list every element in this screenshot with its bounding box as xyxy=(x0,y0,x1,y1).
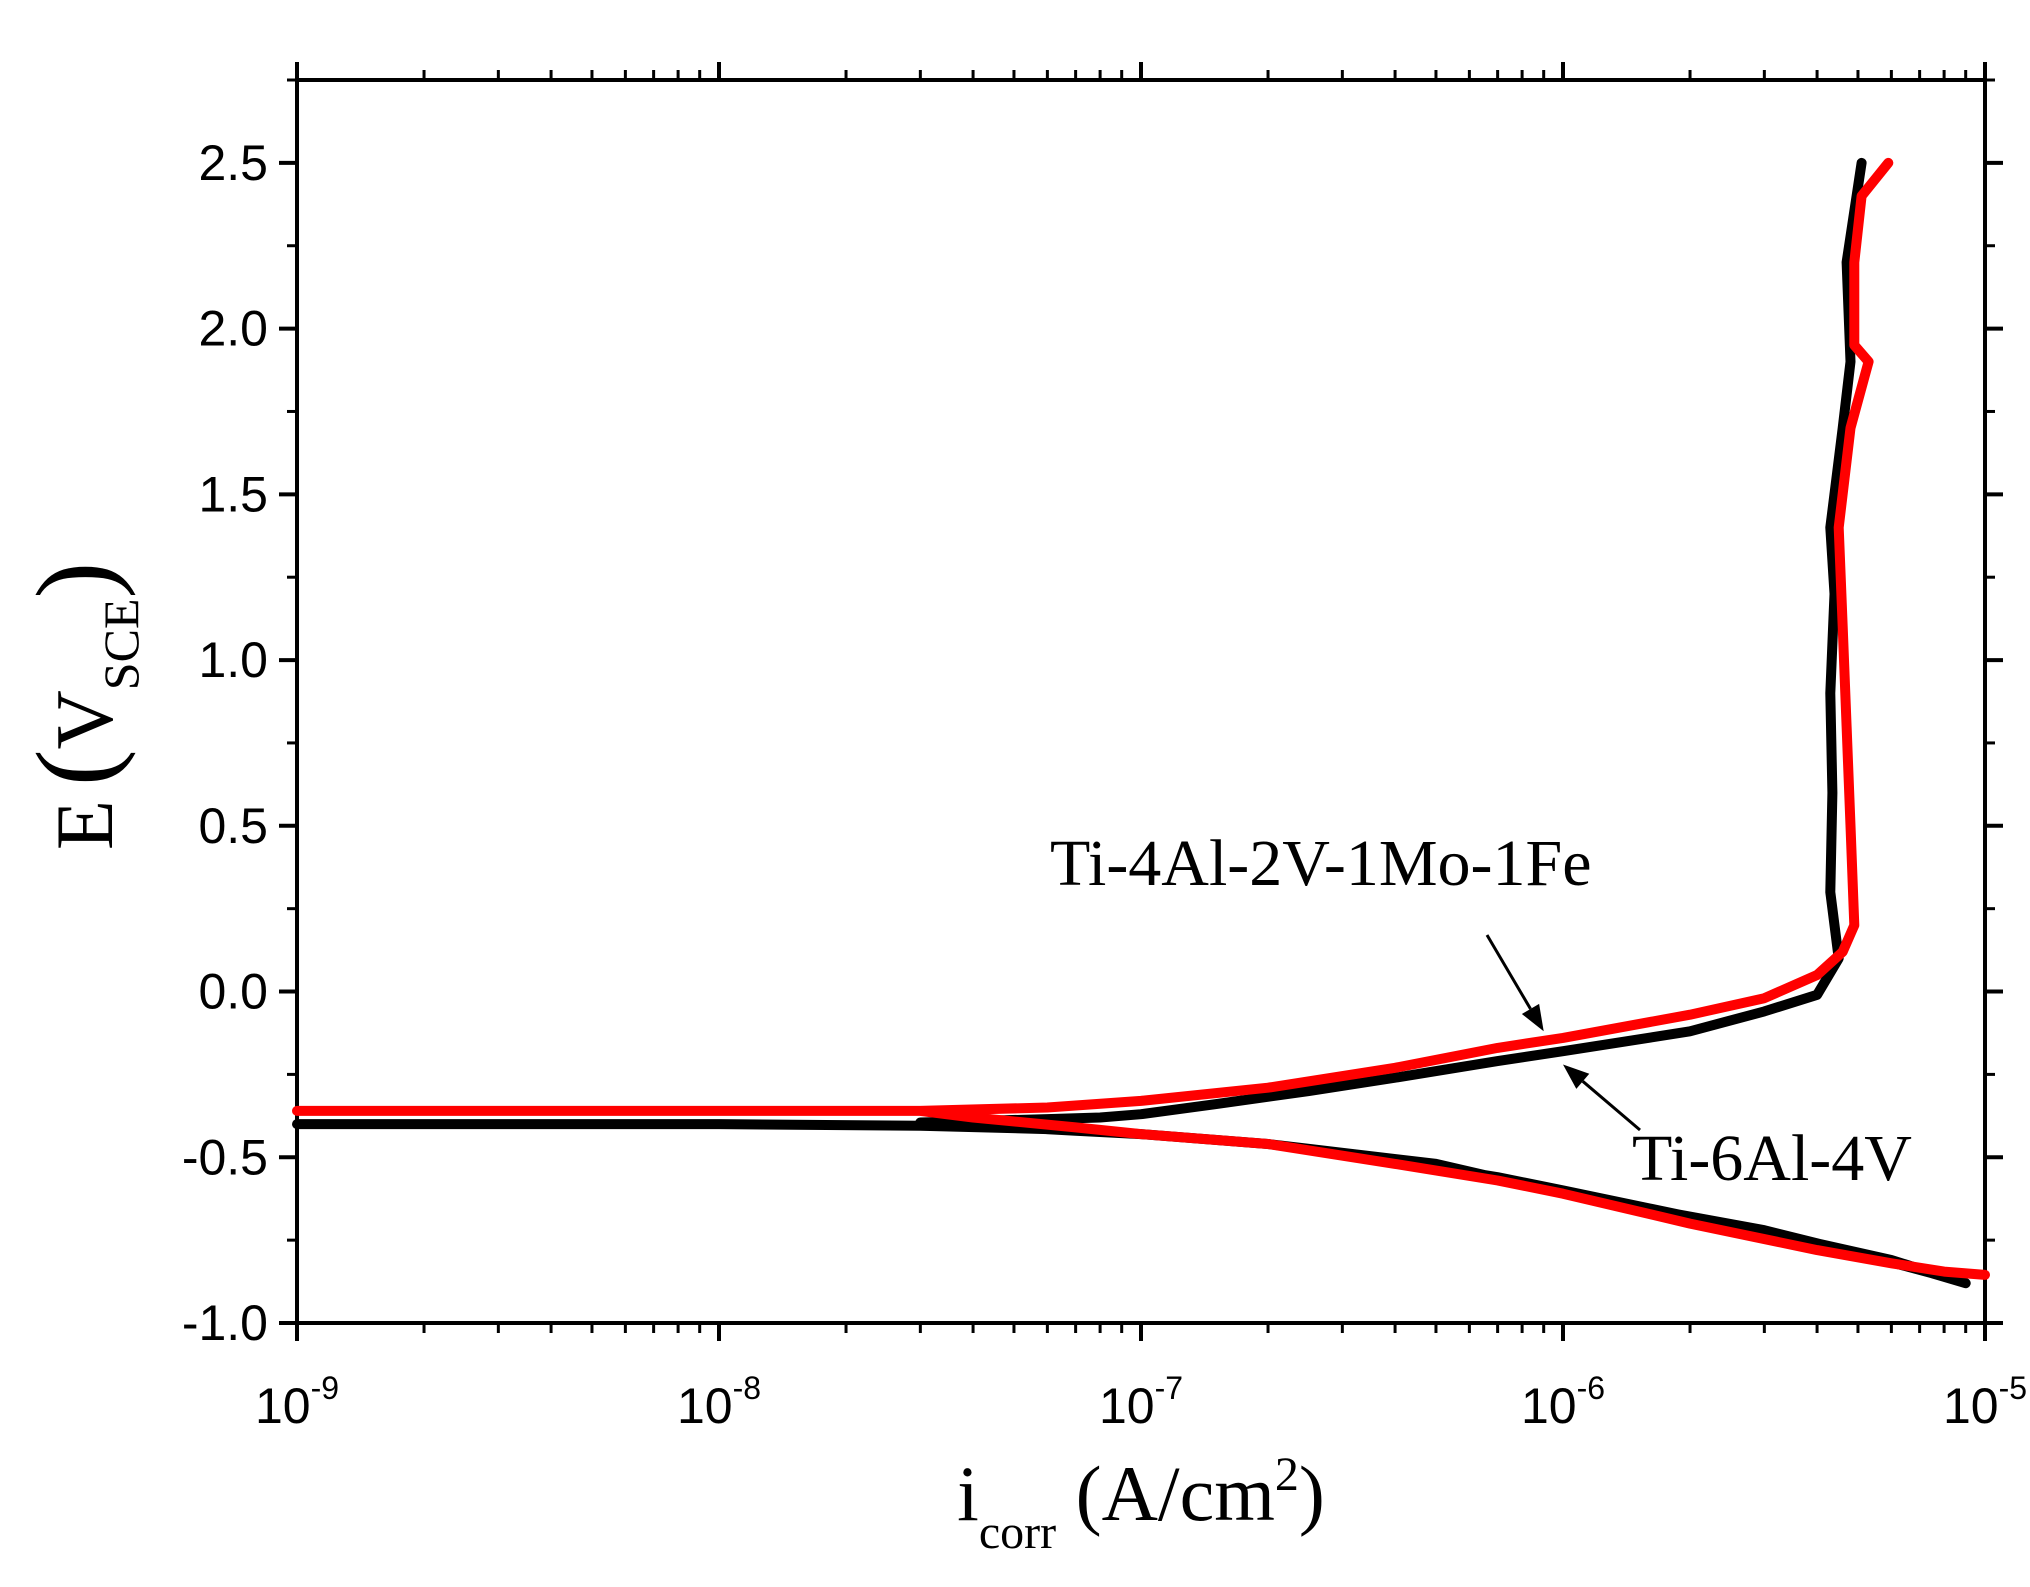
y-axis-label-open: ( xyxy=(14,749,136,786)
x-axis-label-sub: corr xyxy=(979,1506,1056,1559)
x-tick-label: 10-5 xyxy=(1943,1370,2027,1434)
x-tick-label-base: 10 xyxy=(1521,1378,1577,1434)
x-axis-label: icorr (A/cm2) xyxy=(957,1448,1325,1559)
x-axis-label-unit-sup: 2 xyxy=(1275,1448,1299,1501)
x-tick-label-exponent: -6 xyxy=(1577,1370,1605,1406)
annotation-ti-4al-2v-1mo-1fe: Ti-4Al-2V-1Mo-1Fe xyxy=(1050,827,1592,900)
y-axis-label-var: V xyxy=(39,690,130,749)
x-tick-label-exponent: -8 xyxy=(733,1370,761,1406)
x-axis-label-unit-close: ) xyxy=(1299,1450,1325,1537)
y-tick-label: 2.0 xyxy=(198,301,268,357)
y-axis-label-sub: SCE xyxy=(93,598,149,690)
y-tick-label: 0.0 xyxy=(198,964,268,1020)
y-axis: -1.0 -0.5 0.0 0.5 1.0 1.5 2.0 2.5 xyxy=(182,78,2003,1351)
x-axis-label-main: i xyxy=(957,1450,979,1537)
y-tick-label: -1.0 xyxy=(182,1295,268,1351)
x-tick-label-base: 10 xyxy=(677,1378,733,1434)
x-tick-label: 10-6 xyxy=(1521,1370,1605,1434)
x-tick-label-base: 10 xyxy=(255,1378,311,1434)
annotation-arrowhead-ti-4al-2v-1mo-1fe xyxy=(1521,1003,1544,1032)
annotation-arrow-ti-6al-4v xyxy=(1581,1080,1641,1132)
y-tick-label: 1.5 xyxy=(198,466,268,522)
y-tick-label: 2.5 xyxy=(198,135,268,191)
x-tick-label-exponent: -5 xyxy=(1999,1370,2027,1406)
x-tick-label-exponent: -7 xyxy=(1155,1370,1183,1406)
y-axis-label: E (VSCE) xyxy=(14,562,149,850)
annotation-arrow-ti-4al-2v-1mo-1fe xyxy=(1485,934,1532,1010)
y-tick-label: 1.0 xyxy=(198,632,268,688)
series-layer xyxy=(292,157,1990,1289)
y-tick-label: 0.5 xyxy=(198,798,268,854)
x-tick-label: 10-8 xyxy=(677,1370,761,1434)
y-axis-label-close: ) xyxy=(14,562,136,599)
x-tick-label-base: 10 xyxy=(1099,1378,1155,1434)
annotation-arrowhead-ti-6al-4v xyxy=(1563,1064,1590,1089)
x-tick-label: 10-7 xyxy=(1099,1370,1183,1434)
x-tick-label-base: 10 xyxy=(1943,1378,1999,1434)
x-axis: 10-9 10-8 10-7 10-6 10-5 xyxy=(255,62,2027,1434)
series-line-ti-4al-2v-1mo-1fe xyxy=(292,157,1990,1280)
y-axis-label-main: E xyxy=(39,800,130,850)
x-tick-label: 10-9 xyxy=(255,1370,339,1434)
x-tick-label-exponent: -9 xyxy=(311,1370,339,1406)
annotation-ti-6al-4v: Ti-6Al-4V xyxy=(1632,1122,1912,1195)
x-axis-label-unit: (A/cm xyxy=(1056,1450,1275,1537)
y-tick-label: -0.5 xyxy=(182,1129,268,1185)
